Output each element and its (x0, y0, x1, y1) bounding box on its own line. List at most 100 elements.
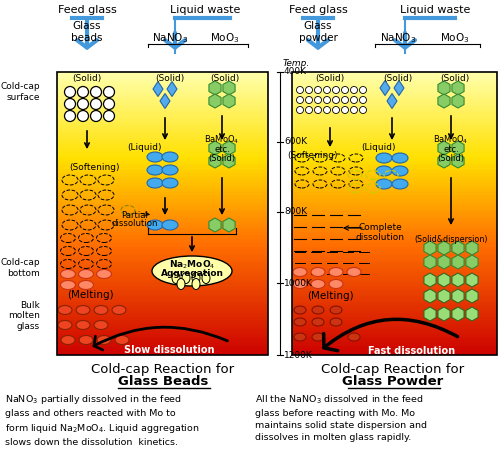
Text: Fast dissolution: Fast dissolution (368, 346, 455, 356)
Bar (57, 112, 268, 114)
Bar (57, 327, 268, 329)
Bar (57, 272, 268, 275)
Polygon shape (452, 154, 464, 168)
Bar (57, 313, 268, 315)
Bar (292, 308, 497, 310)
Polygon shape (223, 94, 235, 108)
Bar (292, 164, 497, 166)
Bar (57, 72, 268, 355)
Bar (57, 98, 268, 100)
Text: All the NaNO$_3$ dissolved in the feed
glass before reacting with Mo. Mo
maintai: All the NaNO$_3$ dissolved in the feed g… (255, 393, 427, 442)
Polygon shape (153, 81, 163, 97)
Bar (57, 258, 268, 260)
Circle shape (104, 111, 115, 122)
Ellipse shape (60, 281, 76, 290)
Bar (292, 176, 497, 178)
Bar (292, 206, 497, 209)
Bar (292, 84, 497, 86)
Polygon shape (380, 81, 390, 96)
Bar (292, 86, 497, 89)
Text: dissolution: dissolution (112, 219, 158, 227)
Bar (57, 122, 268, 124)
Polygon shape (209, 218, 221, 232)
Bar (292, 91, 497, 93)
Bar (292, 173, 497, 176)
Text: (Melting): (Melting) (306, 291, 354, 301)
Bar (292, 211, 497, 213)
Bar (292, 103, 497, 105)
Bar (292, 195, 497, 197)
Bar (292, 353, 497, 355)
Circle shape (296, 87, 304, 94)
Circle shape (90, 111, 102, 122)
Circle shape (342, 106, 348, 114)
Ellipse shape (78, 269, 94, 278)
Text: Aggregation: Aggregation (160, 268, 224, 277)
Bar (57, 270, 268, 272)
Bar (292, 124, 497, 126)
Bar (292, 299, 497, 301)
Bar (292, 145, 497, 147)
Text: NaNO$_3$: NaNO$_3$ (380, 31, 416, 45)
Bar (57, 204, 268, 206)
Bar (57, 84, 268, 86)
Bar (57, 348, 268, 350)
Ellipse shape (162, 152, 178, 162)
Ellipse shape (294, 318, 306, 326)
Bar (292, 325, 497, 327)
Bar (57, 93, 268, 96)
Bar (57, 246, 268, 249)
Bar (292, 268, 497, 270)
Bar (292, 204, 497, 206)
Bar (292, 227, 497, 230)
Bar (57, 180, 268, 183)
Bar (292, 239, 497, 242)
Bar (292, 79, 497, 81)
Bar (292, 72, 497, 74)
Bar (57, 178, 268, 180)
Polygon shape (452, 307, 464, 321)
Ellipse shape (311, 279, 325, 289)
Bar (292, 147, 497, 150)
Circle shape (64, 98, 76, 109)
Bar (57, 223, 268, 225)
Bar (57, 91, 268, 93)
Polygon shape (452, 289, 464, 303)
Ellipse shape (78, 281, 94, 290)
Bar (292, 320, 497, 322)
Circle shape (314, 106, 322, 114)
Text: MoO$_3$: MoO$_3$ (440, 31, 470, 45)
Bar (57, 190, 268, 192)
Circle shape (64, 111, 76, 122)
Bar (57, 169, 268, 171)
Bar (57, 256, 268, 258)
Bar (292, 310, 497, 313)
Bar (57, 100, 268, 103)
Bar (292, 253, 497, 256)
Bar (57, 287, 268, 289)
Bar (57, 346, 268, 348)
Polygon shape (424, 307, 436, 321)
Bar (292, 93, 497, 96)
Bar (57, 209, 268, 211)
Text: etc.: etc. (443, 146, 459, 154)
Ellipse shape (147, 220, 163, 230)
Bar (292, 277, 497, 279)
Bar (57, 199, 268, 202)
Bar (57, 211, 268, 213)
Text: MoO$_3$: MoO$_3$ (210, 31, 240, 45)
Bar (57, 306, 268, 308)
Bar (292, 232, 497, 235)
Bar (57, 86, 268, 89)
Polygon shape (223, 154, 235, 168)
Circle shape (360, 87, 366, 94)
Polygon shape (438, 241, 450, 255)
Ellipse shape (329, 268, 343, 276)
Bar (292, 258, 497, 260)
Bar (292, 348, 497, 350)
Bar (57, 166, 268, 169)
Circle shape (350, 87, 358, 94)
Bar (57, 268, 268, 270)
Text: (Liquid): (Liquid) (128, 144, 162, 153)
Bar (292, 110, 497, 112)
